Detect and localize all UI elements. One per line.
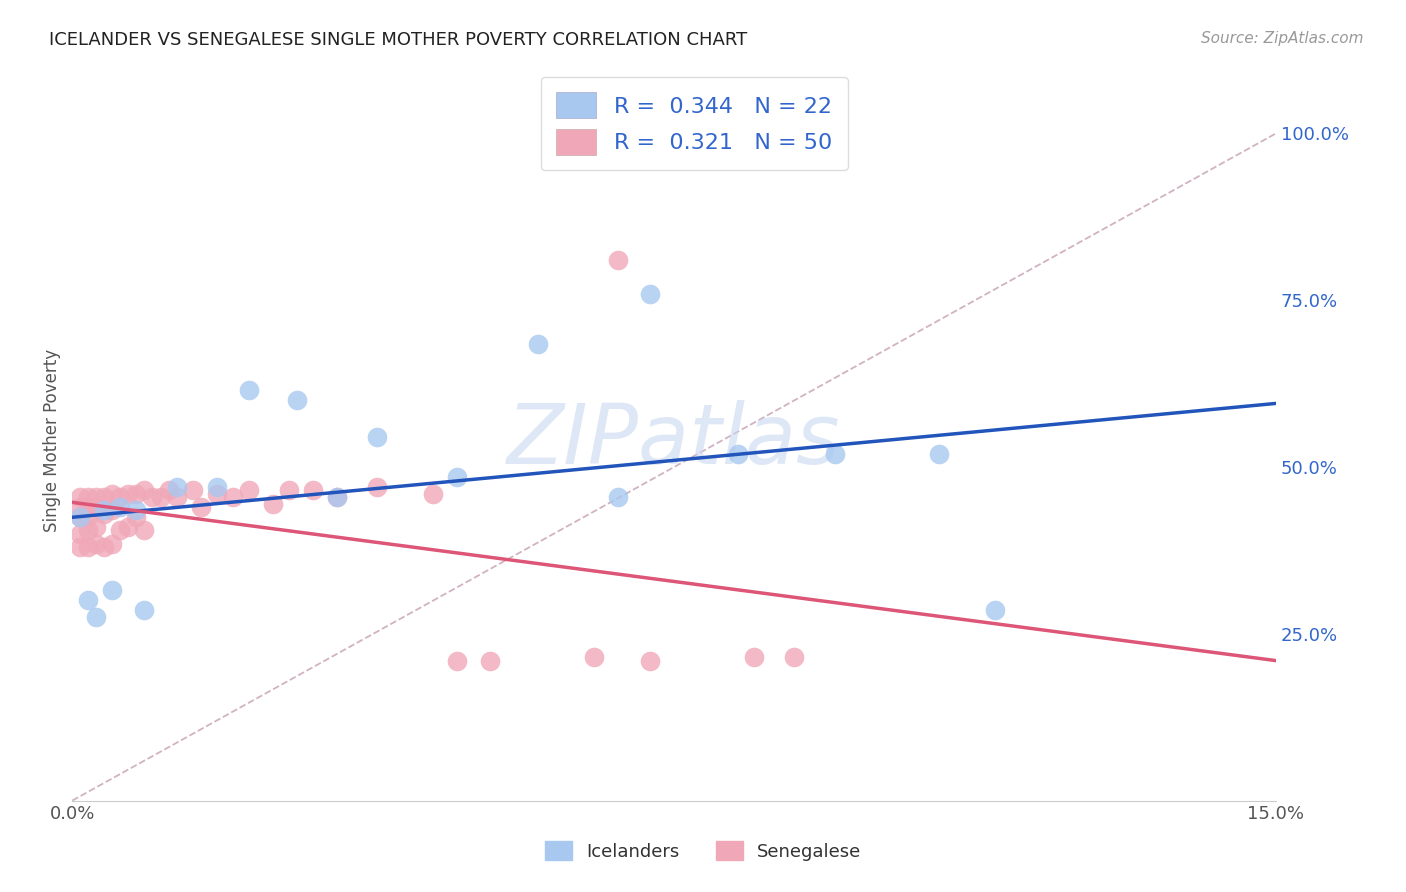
Point bbox=[84, 537, 107, 551]
Point bbox=[84, 520, 107, 534]
Point bbox=[606, 490, 628, 504]
Point bbox=[110, 490, 132, 504]
Point bbox=[69, 500, 91, 514]
Point bbox=[125, 503, 148, 517]
Point bbox=[77, 490, 100, 504]
Point bbox=[478, 653, 501, 667]
Point bbox=[77, 524, 100, 538]
Point bbox=[93, 503, 115, 517]
Point bbox=[446, 470, 468, 484]
Point bbox=[277, 483, 299, 498]
Point bbox=[285, 393, 308, 408]
Point bbox=[638, 653, 661, 667]
Point bbox=[157, 483, 180, 498]
Point bbox=[77, 510, 100, 524]
Point bbox=[84, 610, 107, 624]
Point bbox=[69, 490, 91, 504]
Point bbox=[93, 507, 115, 521]
Point bbox=[134, 603, 156, 617]
Point bbox=[77, 500, 100, 514]
Point bbox=[93, 540, 115, 554]
Text: ICELANDER VS SENEGALESE SINGLE MOTHER POVERTY CORRELATION CHART: ICELANDER VS SENEGALESE SINGLE MOTHER PO… bbox=[49, 31, 748, 49]
Point bbox=[205, 480, 228, 494]
Legend: R =  0.344   N = 22, R =  0.321   N = 50: R = 0.344 N = 22, R = 0.321 N = 50 bbox=[541, 77, 848, 170]
Point bbox=[222, 490, 245, 504]
Point bbox=[77, 593, 100, 607]
Point bbox=[125, 510, 148, 524]
Point bbox=[134, 483, 156, 498]
Y-axis label: Single Mother Poverty: Single Mother Poverty bbox=[44, 349, 60, 532]
Point bbox=[101, 486, 124, 500]
Point bbox=[326, 490, 349, 504]
Point bbox=[93, 490, 115, 504]
Point bbox=[238, 483, 260, 498]
Point bbox=[117, 520, 139, 534]
Point bbox=[366, 480, 388, 494]
Point bbox=[205, 486, 228, 500]
Point bbox=[101, 583, 124, 598]
Point bbox=[422, 486, 444, 500]
Point bbox=[638, 286, 661, 301]
Point bbox=[727, 447, 749, 461]
Point bbox=[928, 447, 950, 461]
Point bbox=[101, 537, 124, 551]
Point bbox=[238, 384, 260, 398]
Text: ZIPatlas: ZIPatlas bbox=[508, 400, 841, 481]
Point bbox=[326, 490, 349, 504]
Point bbox=[117, 486, 139, 500]
Point bbox=[110, 524, 132, 538]
Point bbox=[582, 650, 605, 665]
Point bbox=[526, 336, 548, 351]
Point bbox=[149, 490, 172, 504]
Legend: Icelanders, Senegalese: Icelanders, Senegalese bbox=[536, 832, 870, 870]
Point bbox=[77, 540, 100, 554]
Point bbox=[302, 483, 325, 498]
Point bbox=[446, 653, 468, 667]
Point bbox=[190, 500, 212, 514]
Point bbox=[606, 253, 628, 268]
Point bbox=[141, 490, 163, 504]
Point bbox=[69, 510, 91, 524]
Point bbox=[984, 603, 1007, 617]
Point bbox=[125, 486, 148, 500]
Point bbox=[84, 490, 107, 504]
Point bbox=[262, 497, 284, 511]
Point bbox=[69, 510, 91, 524]
Point bbox=[181, 483, 204, 498]
Point bbox=[366, 430, 388, 444]
Point bbox=[744, 650, 766, 665]
Point bbox=[84, 500, 107, 514]
Point bbox=[110, 500, 132, 514]
Point bbox=[69, 540, 91, 554]
Text: Source: ZipAtlas.com: Source: ZipAtlas.com bbox=[1201, 31, 1364, 46]
Point bbox=[824, 447, 846, 461]
Point bbox=[166, 490, 188, 504]
Point bbox=[69, 526, 91, 541]
Point bbox=[101, 503, 124, 517]
Point bbox=[134, 524, 156, 538]
Point bbox=[166, 480, 188, 494]
Point bbox=[783, 650, 806, 665]
